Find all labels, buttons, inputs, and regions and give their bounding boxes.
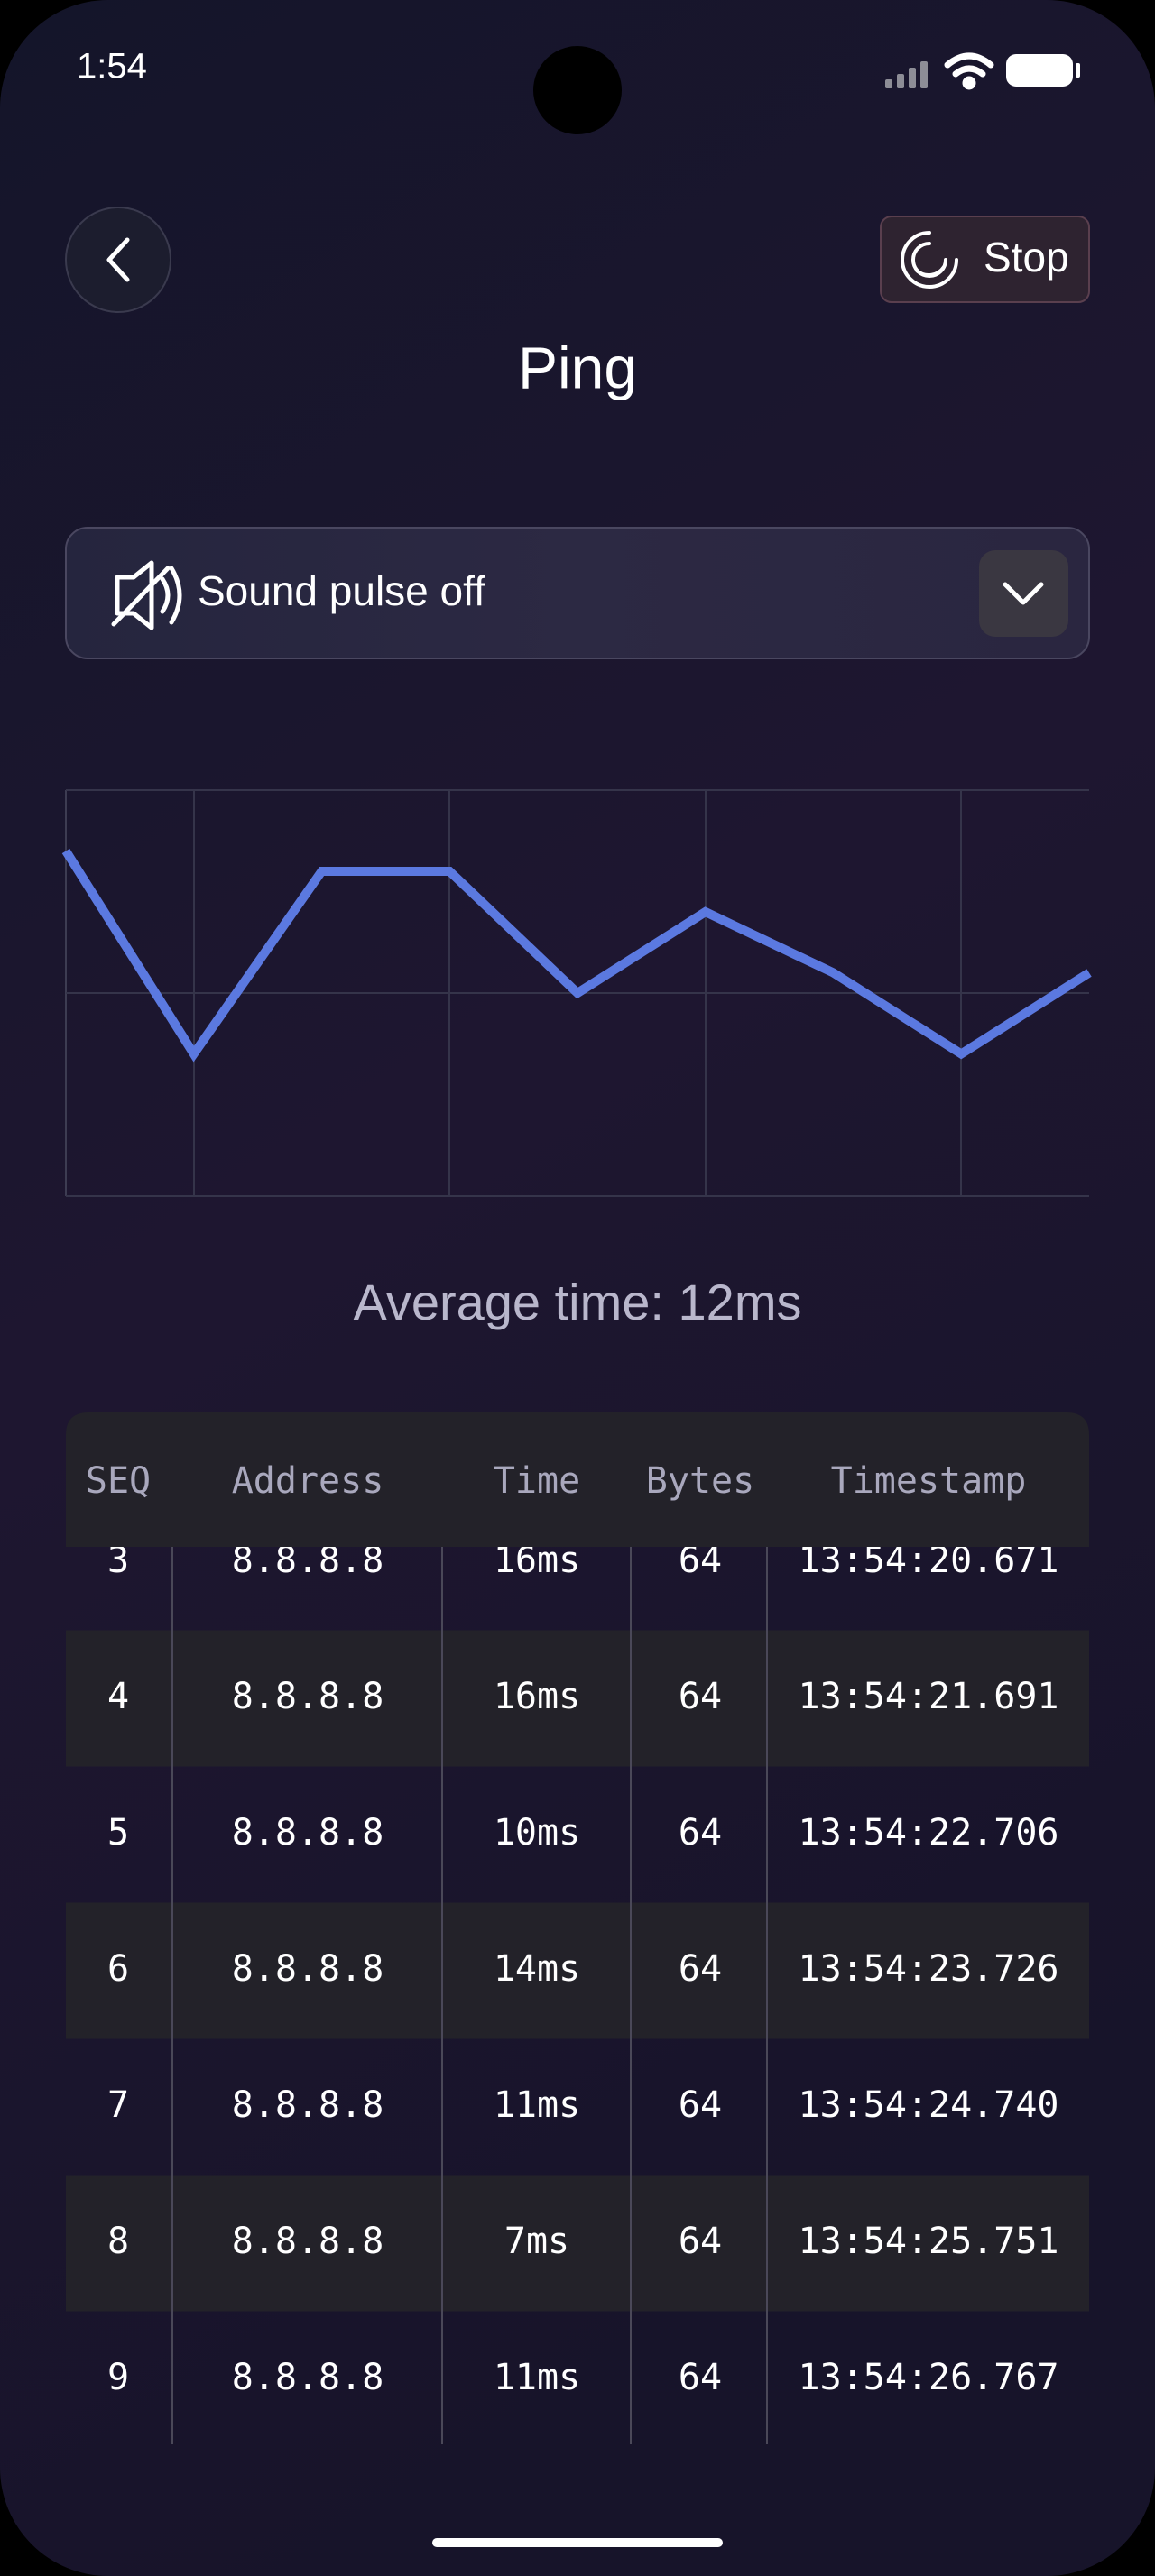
column-header: Timestamp [831,1460,1027,1502]
table-cell: 11ms [494,2357,580,2398]
table-cell: 7ms [504,2221,569,2262]
table-cell: 5 [107,1812,129,1854]
average-time: Average time: 12ms [354,1274,802,1330]
table-cell: 14ms [494,1948,580,1990]
ping-chart [61,789,1092,1197]
column-header: Time [494,1460,580,1502]
table-cell: 13:54:21.691 [799,1676,1059,1717]
column-header: Address [232,1460,384,1502]
sound-selector[interactable]: Sound pulse off [65,527,1090,659]
table-cell: 64 [679,1676,722,1717]
table-cell: 16ms [494,1676,580,1717]
stop-label: Stop [984,234,1069,281]
column-header: Bytes [646,1460,754,1502]
table-cell: 13:54:26.767 [799,2357,1059,2398]
table-cell: 11ms [494,2084,580,2126]
table-cell: 13:54:23.726 [799,1948,1059,1990]
table-cell: 13:54:22.706 [799,1812,1059,1854]
table-cell: 8.8.8.8 [232,2221,384,2262]
sound-label: Sound pulse off [198,567,485,614]
table-cell: 64 [679,2084,722,2126]
battery-icon [1006,54,1080,87]
table-cell: 4 [107,1676,129,1717]
wifi-icon [944,52,994,90]
table-cell: 7 [107,2084,129,2126]
row-stripe [66,2175,1089,2312]
table-cell: 64 [679,1948,722,1990]
column-header: SEQ [86,1460,151,1502]
sound-off-icon [111,560,182,630]
table-cell: 9 [107,2357,129,2398]
back-button[interactable] [65,207,171,313]
stop-button[interactable]: Stop [880,216,1090,303]
table-cell: 13:54:24.740 [799,2084,1059,2126]
camera [533,46,622,134]
table-cell: 13:54:25.751 [799,2221,1059,2262]
ping-line [61,848,1092,1063]
table-header: SEQ Address Time Bytes Timestamp [66,1412,1089,1547]
table-cell: 64 [679,2357,722,2398]
table-cell: 8.8.8.8 [232,1812,384,1854]
signal-icon [885,61,928,88]
dropdown-button[interactable] [979,550,1068,637]
table-cell: 64 [679,1812,722,1854]
home-indicator [432,2538,723,2547]
table-cell: 8.8.8.8 [232,1676,384,1717]
table-cell: 8 [107,2221,129,2262]
status-time: 1:54 [77,47,147,87]
page-title: Ping [518,334,637,400]
table-cell: 10ms [494,1812,580,1854]
table-cell: 8.8.8.8 [232,2084,384,2126]
table-cell: 8.8.8.8 [232,1948,384,1990]
row-stripe [66,1902,1089,2039]
table-cell: 8.8.8.8 [232,2357,384,2398]
table-cell: 6 [107,1948,129,1990]
row-stripe [66,1630,1089,1767]
table-cell: 64 [679,2221,722,2262]
